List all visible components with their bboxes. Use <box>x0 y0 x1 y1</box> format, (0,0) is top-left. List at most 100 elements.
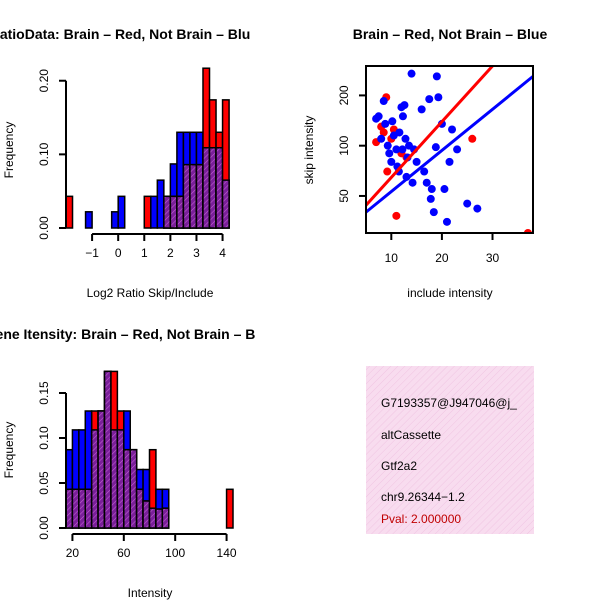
ratio-bar-overlap <box>195 163 204 229</box>
scatter-point-notbrain <box>385 149 394 158</box>
scatter-xlabel: include intensity <box>407 286 492 300</box>
scatter-point-brain <box>379 128 388 137</box>
scatter-point-notbrain <box>463 199 472 208</box>
info-panel-background <box>366 366 534 534</box>
scatter-point-notbrain <box>422 178 431 187</box>
scatter-point-notbrain <box>398 145 407 154</box>
ratio-bar-brain <box>143 195 152 229</box>
scatter-fit-line-brain <box>366 66 494 207</box>
scatter-point-notbrain <box>431 143 440 152</box>
ratio-xlabel: Log2 Ratio Skip/Include <box>87 286 214 300</box>
scatter-point-notbrain <box>374 112 383 121</box>
intensity-bar-overlap <box>116 429 125 529</box>
intensity-bar-overlap <box>155 508 164 529</box>
intensity-x-tick-label: 20 <box>66 546 80 560</box>
scatter-point-notbrain <box>434 93 443 102</box>
scatter-title: Brain – Red, Not Brain – Blue <box>353 26 548 42</box>
scatter-point-notbrain <box>445 157 454 166</box>
intensity-bar-overlap <box>123 448 131 529</box>
intensity-bar-overlap <box>103 370 112 529</box>
scatter-point-notbrain <box>377 134 386 143</box>
scatter-point-notbrain <box>427 185 436 194</box>
intensity-histogram-axes: 0.00 0.05 0.10 0.15 20 60 100 140 <box>37 381 237 560</box>
scatter-point-notbrain <box>412 157 421 166</box>
ratio-bar-overlap <box>163 195 172 229</box>
ratio-x-tick-label: 2 <box>167 246 174 260</box>
ratio-histogram-title: RatioData: Brain – Red, Not Brain – Blu <box>0 26 250 42</box>
intensity-bar-overlap <box>161 507 170 529</box>
scatter-point-notbrain <box>395 128 404 137</box>
scatter-point-notbrain <box>417 105 426 114</box>
scatter-point-notbrain <box>429 208 438 217</box>
intensity-histogram-title: Gene Itensity: Brain – Red, Not Brain – … <box>0 326 255 342</box>
scatter-point-notbrain <box>442 217 451 226</box>
scatter-fit-line-notbrain <box>366 75 533 214</box>
scatter-point-notbrain <box>425 95 434 104</box>
ratio-bar-notbrain <box>84 211 93 229</box>
ratio-x-tick-label: 3 <box>193 246 200 260</box>
scatter-point-notbrain <box>387 157 396 166</box>
scatter-point-notbrain <box>379 97 388 106</box>
intensity-bar-overlap <box>84 488 93 529</box>
intensity-bar-overlap <box>129 448 138 529</box>
info-panel: G7193357@J947046@j_ altCassette Gtf2a2 c… <box>366 366 534 534</box>
scatter-point-notbrain <box>448 125 457 134</box>
scatter-frame <box>365 65 534 234</box>
intensity-bar-overlap <box>142 500 151 529</box>
intensity-bar-overlap <box>135 488 144 529</box>
scatter-point-notbrain <box>473 204 482 213</box>
info-pval: Pval: 2.000000 <box>381 512 461 526</box>
scatter-point-brain <box>468 134 477 143</box>
scatter-point-notbrain <box>401 134 410 143</box>
ratio-bar-notbrain <box>110 211 119 229</box>
intensity-y-tick-label: 0.05 <box>37 471 51 495</box>
ratio-x-tick-label: 1 <box>141 246 148 260</box>
info-junction-id: G7193357@J947046@j_ <box>381 396 517 410</box>
scatter-plot-area <box>366 66 533 233</box>
ratio-x-tick-label: 4 <box>219 246 226 260</box>
scatter-point-notbrain <box>388 117 397 126</box>
scatter-point-notbrain <box>407 69 416 78</box>
intensity-bar-brain <box>225 488 234 529</box>
scatter-point-notbrain <box>381 119 390 128</box>
scatter-y-tick-label: 50 <box>337 189 351 203</box>
ratio-bar-notbrain <box>156 179 165 229</box>
ratio-histogram-panel: RatioData: Brain – Red, Not Brain – Blu … <box>0 26 250 300</box>
scatter-ylabel: skip intensity <box>302 116 316 185</box>
ratio-bar-notbrain <box>117 195 126 229</box>
ratio-bar-overlap <box>202 146 211 229</box>
intensity-histogram-panel: Gene Itensity: Brain – Red, Not Brain – … <box>0 326 255 600</box>
scatter-point-notbrain <box>426 194 435 203</box>
intensity-bar-overlap <box>78 488 87 529</box>
scatter-x-tick-label: 10 <box>385 251 399 265</box>
scatter-x-tick-label: 20 <box>435 251 449 265</box>
ratio-x-tick-label: 0 <box>115 246 122 260</box>
scatter-point-notbrain <box>383 141 392 150</box>
scatter-point-notbrain <box>392 145 401 154</box>
scatter-x-tick-label: 30 <box>486 251 500 265</box>
ratio-bar-overlap <box>176 195 185 229</box>
info-gene-name: Gtf2a2 <box>381 459 417 473</box>
ratio-bar-overlap <box>208 146 217 229</box>
ratio-y-tick-label: 0.20 <box>37 69 51 93</box>
ratio-bar-overlap <box>221 179 230 229</box>
intensity-bar-overlap <box>97 410 106 529</box>
intensity-x-tick-label: 140 <box>217 546 237 560</box>
ratio-bar-overlap <box>182 163 191 229</box>
ratio-histogram-bars <box>65 67 230 229</box>
scatter-point-notbrain <box>440 185 449 194</box>
intensity-ylabel: Frequency <box>2 422 16 479</box>
ratio-ylabel: Frequency <box>2 122 16 179</box>
intensity-bar-overlap <box>90 429 99 529</box>
scatter-point-notbrain <box>408 178 417 187</box>
intensity-x-tick-label: 60 <box>117 546 131 560</box>
intensity-histogram-bars <box>65 370 234 529</box>
ratio-y-tick-label: 0.00 <box>37 216 51 240</box>
scatter-y-tick-label: 200 <box>337 85 351 105</box>
intensity-bar-overlap <box>110 429 119 529</box>
scatter-panel: Brain – Red, Not Brain – Blue 10 20 305010… <box>302 26 547 300</box>
scatter-point-brain <box>392 211 401 220</box>
info-location: chr9.26344−1.2 <box>381 490 465 504</box>
ratio-bar-overlap <box>189 163 198 229</box>
